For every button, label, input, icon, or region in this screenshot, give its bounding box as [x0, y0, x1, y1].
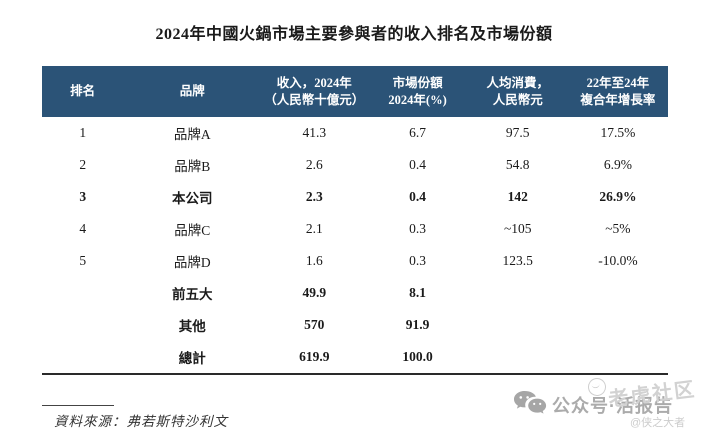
cell-cagr: 6.9% — [603, 157, 632, 172]
cell-share: 6.7 — [409, 125, 427, 140]
header-rank-label: 排名 — [70, 84, 96, 99]
header-per-capita: 人均消費， 人民幣元 — [468, 66, 568, 117]
watermark-group: 公众号·活报告 老虎社区 @侠之大者 — [512, 376, 708, 434]
author-handle-watermark: @侠之大者 — [630, 417, 686, 429]
cell-revenue: 1.6 — [305, 253, 323, 268]
cell-revenue: 619.9 — [299, 349, 330, 364]
header-share-line2: 2024年(%) — [388, 92, 447, 107]
wechat-icon — [512, 390, 548, 421]
header-brand: 品牌 — [123, 66, 261, 117]
cell-revenue: 2.3 — [305, 189, 323, 204]
header-cagr-line1: 22年至24年 — [586, 75, 650, 90]
community-watermark: 老虎社区 — [607, 378, 698, 412]
cell-per-capita: 142 — [507, 189, 528, 204]
table-row-others: 其他 570 91.9 — [42, 309, 668, 341]
cell-revenue: 2.6 — [305, 157, 323, 172]
cell-per-capita: 97.5 — [505, 125, 530, 140]
cell-brand: 本公司 — [171, 191, 213, 206]
cell-share: 100.0 — [402, 349, 433, 364]
cell-rank: 2 — [79, 157, 87, 172]
footnote-divider — [42, 405, 114, 406]
cell-share: 0.4 — [409, 157, 427, 172]
table-row-company: 3 本公司 2.3 0.4 142 26.9% — [42, 181, 668, 213]
cell-share: 8.1 — [409, 285, 427, 300]
cell-brand: 前五大 — [171, 287, 213, 302]
cell-cagr: 17.5% — [600, 125, 636, 140]
source-note: 資料來源：弗若斯特沙利文 — [54, 414, 228, 429]
cell-revenue: 49.9 — [302, 285, 327, 300]
cell-cagr: -10.0% — [598, 253, 638, 268]
cell-per-capita: 123.5 — [502, 253, 533, 268]
cell-per-capita: 54.8 — [505, 157, 530, 172]
wechat-account-watermark: 公众号·活报告 — [552, 396, 673, 416]
cell-brand: 品牌D — [173, 255, 211, 270]
cell-rank: 3 — [79, 189, 87, 204]
cell-cagr: 26.9% — [599, 189, 637, 204]
header-per-capita-line1: 人均消費， — [486, 75, 549, 90]
cell-brand: 其他 — [178, 319, 206, 334]
table-row-top5-subtotal: 前五大 49.9 8.1 — [42, 277, 668, 309]
header-share-line1: 市場份額 — [392, 75, 443, 90]
cell-share: 0.3 — [409, 221, 427, 236]
cell-brand: 總計 — [178, 351, 206, 366]
cell-brand: 品牌B — [174, 159, 211, 174]
header-rank: 排名 — [42, 66, 123, 117]
header-per-capita-line2: 人民幣元 — [492, 92, 543, 107]
table-row: 2 品牌B 2.6 0.4 54.8 6.9% — [42, 149, 668, 181]
header-revenue-line1: 收入，2024年 — [276, 75, 352, 90]
cell-per-capita: ~105 — [503, 221, 532, 236]
cell-share: 91.9 — [405, 317, 430, 332]
cell-cagr: ~5% — [605, 221, 631, 236]
header-cagr-line2: 複合年增長率 — [580, 92, 656, 107]
table-row: 1 品牌A 41.3 6.7 97.5 17.5% — [42, 117, 668, 149]
cell-brand: 品牌A — [173, 127, 211, 142]
cell-revenue: 570 — [304, 317, 325, 332]
cell-rank: 1 — [79, 125, 87, 140]
table-header-row: 排名 品牌 收入，2024年 （人民幣十億元） 市場份額 2024年(%) 人均消費… — [42, 66, 668, 117]
table-bottom-rule — [42, 373, 668, 375]
cell-revenue: 41.3 — [302, 125, 327, 140]
cell-revenue: 2.1 — [305, 221, 323, 236]
cell-share: 0.3 — [409, 253, 427, 268]
header-brand-label: 品牌 — [179, 84, 205, 99]
table-row: 4 品牌C 2.1 0.3 ~105 ~5% — [42, 213, 668, 245]
header-revenue-line2: （人民幣十億元） — [264, 92, 365, 107]
cell-rank: 4 — [79, 221, 87, 236]
page-title: 2024年中國火鍋市場主要參與者的收入排名及市場份額 — [155, 26, 553, 43]
header-cagr: 22年至24年 複合年增長率 — [568, 66, 668, 117]
cell-share: 0.4 — [409, 189, 427, 204]
table-row-total: 總計 619.9 100.0 — [42, 341, 668, 373]
market-share-table: 排名 品牌 收入，2024年 （人民幣十億元） 市場份額 2024年(%) 人均消費… — [42, 66, 668, 375]
header-revenue: 收入，2024年 （人民幣十億元） — [261, 66, 367, 117]
header-share: 市場份額 2024年(%) — [368, 66, 468, 117]
cell-brand: 品牌C — [174, 223, 211, 238]
cell-rank: 5 — [79, 253, 87, 268]
table-row: 5 品牌D 1.6 0.3 123.5 -10.0% — [42, 245, 668, 277]
